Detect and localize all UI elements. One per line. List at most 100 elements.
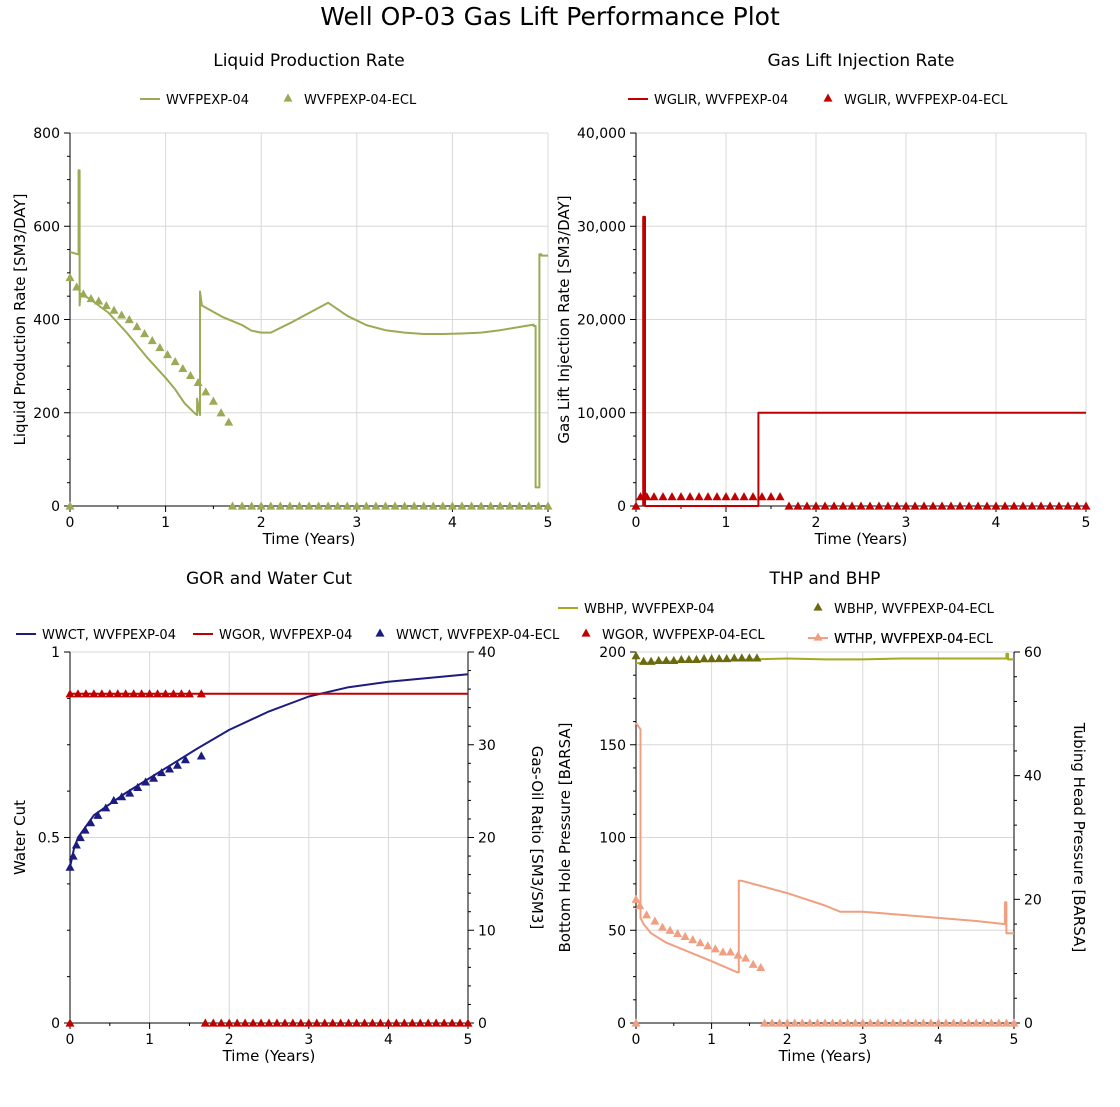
series-4 [65,689,473,1027]
data-point [228,501,238,510]
data-point [676,492,686,501]
data-point [865,501,875,510]
data-point [737,653,747,662]
data-point [928,501,938,510]
data-point [266,501,276,510]
data-point [650,916,660,925]
data-point [811,501,821,510]
data-point [344,1018,354,1027]
data-point [419,501,429,510]
data-point [65,1018,75,1027]
data-point [361,501,371,510]
data-point [165,764,174,773]
y2-tick-label: 40 [478,645,496,661]
data-point [168,689,178,698]
data-point [109,795,119,804]
data-point [399,1018,409,1027]
x-tick-label: 4 [384,1032,393,1048]
data-point [1001,1018,1011,1027]
x-tick-label: 2 [783,1032,792,1048]
data-point [680,931,690,941]
data-point [835,1018,845,1027]
x-tick-label: 4 [934,1032,943,1048]
data-point [684,654,694,664]
data-point [121,689,131,698]
series-3 [635,722,1014,974]
data-point [129,689,139,698]
data-point [145,689,155,698]
series-2 [631,492,1091,510]
x-tick-label: 1 [161,515,170,531]
data-point [208,396,218,405]
data-point [232,1018,242,1027]
data-point [642,910,652,919]
y-tick-label: 0.5 [38,831,60,847]
data-point [642,492,652,501]
data-point [272,1018,282,1027]
data-point [117,310,127,319]
data-point [375,1018,385,1027]
y2-tick-label: 10 [478,923,496,939]
y-tick-label: 20,000 [577,313,626,329]
data-point [65,273,75,282]
legend-swatch-marker [581,628,591,637]
y2-tick-label: 20 [1024,892,1042,908]
data-point [994,1018,1004,1027]
data-point [463,1018,473,1027]
data-point [1045,501,1055,510]
chart-title: Liquid Production Rate [213,51,405,71]
data-point [201,387,211,396]
data-point [1063,501,1073,510]
data-point [149,773,159,782]
data-point [874,501,884,510]
data-point [646,656,656,665]
data-point [767,1018,777,1027]
data-point [685,492,695,501]
data-point [631,651,641,660]
data-point [105,689,115,698]
x-tick-label: 5 [544,515,553,531]
data-point [649,492,659,501]
data-point [113,689,123,698]
data-point [1054,501,1064,510]
data-point [847,501,857,510]
data-point [352,1018,362,1027]
data-point [180,755,190,764]
y-tick-label: 200 [33,406,60,422]
data-point [858,1018,868,1027]
legend-item: WWCT, WVFPEXP-04-ECL [375,628,560,643]
data-point [256,1018,266,1027]
y-tick-label: 0 [617,1016,626,1032]
data-point [752,653,762,662]
data-point [636,492,645,501]
y2-tick-label: 30 [478,738,496,754]
data-point [208,1018,218,1027]
data-point [829,501,839,510]
data-point [661,655,671,664]
y-tick-label: 10,000 [577,406,626,422]
data-point [793,501,803,510]
data-point [676,654,686,664]
data-point [94,296,104,305]
x-tick-label: 0 [66,515,75,531]
legend-swatch-marker [823,93,833,102]
legend-item: WGLIR, WVFPEXP-04 [628,93,788,108]
data-point [431,1018,441,1027]
data-point [775,1018,785,1027]
data-point [739,492,749,501]
data-point [669,655,679,664]
y2-axis-label: Gas-Oil Ratio [SM3/SM3] [528,746,546,929]
data-point [744,653,754,662]
data-point [224,1018,234,1027]
main-title: Well OP-03 Gas Lift Performance Plot [320,2,780,31]
legend-swatch-marker [813,602,823,611]
x-tick-label: 3 [858,1032,867,1048]
y-tick-label: 600 [33,219,60,235]
data-point [797,1018,807,1027]
data-point [97,689,107,698]
data-point [455,1018,465,1027]
data-point [380,501,390,510]
x-tick-label: 2 [812,515,821,531]
x-tick-label: 1 [145,1032,154,1048]
